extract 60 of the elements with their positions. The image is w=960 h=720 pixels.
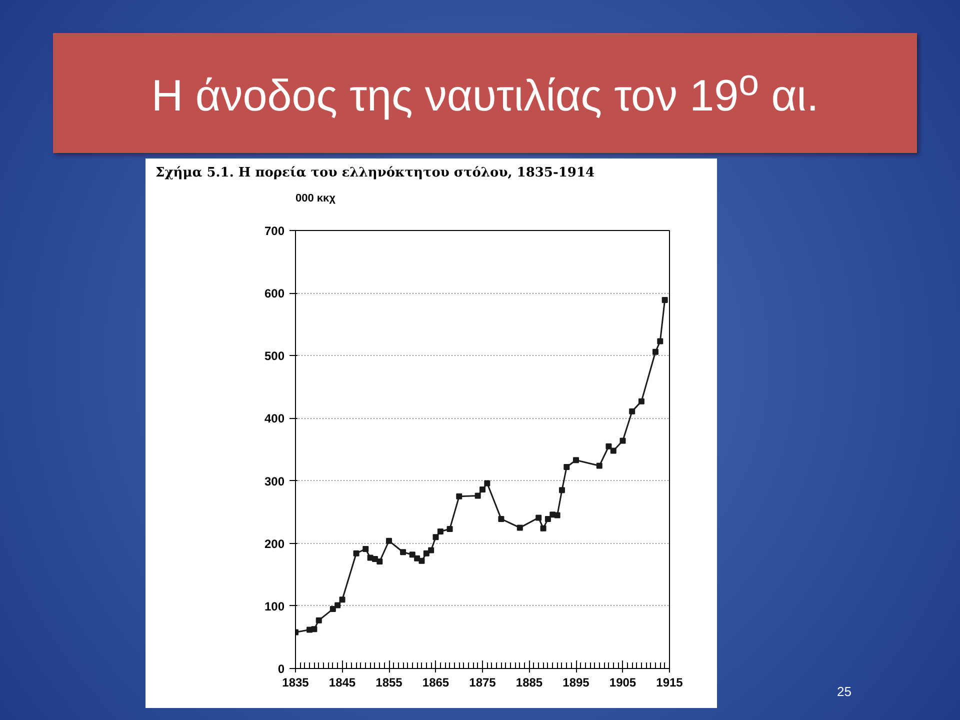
point [540,525,546,532]
y-tick-label: 200 [264,536,285,551]
point [418,558,425,564]
point [334,602,341,608]
point [428,547,434,554]
point [480,486,486,493]
point [573,457,579,464]
chart-subtitle: Σχήμα 5.1. Η πορεία του ελληνόκτητου στόλου, 1835-1914 [156,166,595,180]
point [362,546,369,552]
x-tick-label: 1855 [376,676,403,690]
y-tick-label: 400 [264,412,285,426]
y-axis-title: 000 κκχ [296,192,336,204]
point [432,534,439,540]
point [544,516,551,522]
point [339,596,346,603]
point [629,408,636,414]
point [330,606,336,612]
x-tick-label: 1845 [328,676,356,690]
text: 25 [837,683,852,701]
point [564,464,570,470]
x-tick-label: 1835 [282,676,310,690]
point [662,296,668,303]
point [474,492,481,499]
point [516,524,523,531]
point [423,550,430,556]
point [484,480,490,486]
y-tick-label: 100 [264,599,285,614]
point [652,348,658,355]
point [558,487,565,494]
point [353,550,360,556]
y-tick-label: 300 [264,474,285,488]
x-tick-label: 1905 [609,676,636,690]
point [657,338,664,344]
point [638,398,644,404]
x-tick-label: 1895 [562,676,590,690]
y-tick-label: 500 [264,349,285,364]
point [456,493,462,500]
point [498,516,504,522]
point [437,528,444,534]
point [316,617,322,624]
x-tick-label: 1865 [422,676,450,690]
y-tick-label: 600 [264,286,285,301]
x-tick-label: 1875 [469,676,496,690]
x-tick-label: 1885 [516,676,543,690]
point [536,514,542,521]
point [376,558,383,565]
y-tick-label: 0 [278,662,285,676]
point [620,438,626,444]
point [596,462,602,469]
point [606,443,612,450]
point [386,538,392,544]
point [446,526,453,532]
point [610,448,616,454]
point [409,552,416,558]
point [554,512,560,518]
y-tick-label: 700 [264,224,285,238]
x-tick-label: 1915 [656,676,684,690]
point [311,626,318,632]
point [400,549,406,556]
chart-title: Η άνοδος της ναυτιλίας τον 19$^{ο}$ αι. [151,61,819,123]
